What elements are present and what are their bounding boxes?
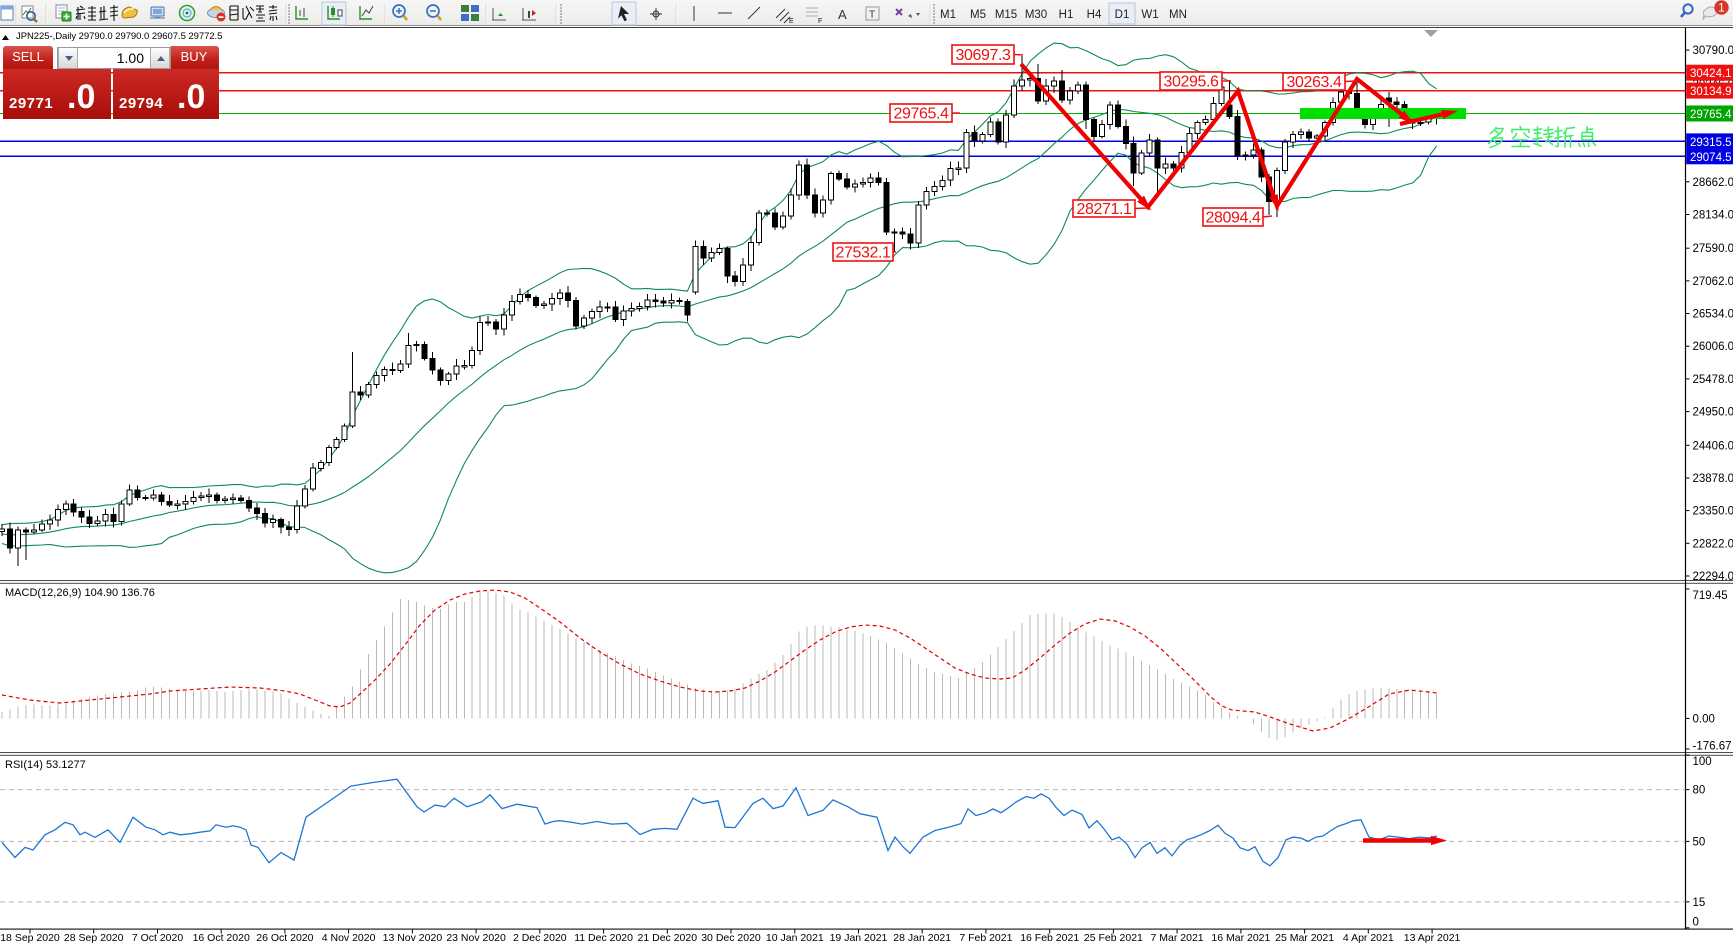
svg-text:10 Jan 2021: 10 Jan 2021 [766, 932, 824, 944]
svg-text:MN: MN [1169, 9, 1187, 21]
svg-text:26006.0: 26006.0 [1693, 341, 1733, 353]
svg-text:13 Nov 2020: 13 Nov 2020 [383, 932, 443, 944]
svg-text:719.45: 719.45 [1693, 590, 1728, 602]
svg-text:4 Apr 2021: 4 Apr 2021 [1343, 932, 1394, 944]
svg-text:4 Nov 2020: 4 Nov 2020 [322, 932, 376, 944]
svg-text:80: 80 [1693, 785, 1706, 797]
svg-text:18 Sep 2020: 18 Sep 2020 [0, 932, 60, 944]
svg-text:29765.4: 29765.4 [1690, 109, 1732, 121]
svg-text:23350.0: 23350.0 [1693, 506, 1733, 518]
svg-text:28094.4: 28094.4 [1205, 210, 1261, 227]
svg-text:27062.0: 27062.0 [1693, 276, 1733, 288]
svg-text:30263.4: 30263.4 [1286, 74, 1342, 91]
svg-text:23 Nov 2020: 23 Nov 2020 [446, 932, 506, 944]
svg-text:24950.0: 24950.0 [1693, 407, 1733, 419]
svg-text:100: 100 [1693, 756, 1712, 768]
svg-text:30295.6: 30295.6 [1163, 74, 1219, 91]
svg-text:M1: M1 [940, 9, 956, 21]
svg-text:26 Oct 2020: 26 Oct 2020 [256, 932, 313, 944]
svg-text:T: T [869, 10, 875, 21]
svg-text:A: A [838, 7, 847, 22]
svg-text:28134.0: 28134.0 [1693, 210, 1733, 222]
svg-text:25 Feb 2021: 25 Feb 2021 [1084, 932, 1143, 944]
svg-text:0.00: 0.00 [1693, 713, 1715, 725]
svg-text:0: 0 [1693, 917, 1699, 929]
svg-text:21 Dec 2020: 21 Dec 2020 [638, 932, 698, 944]
svg-text:30134.9: 30134.9 [1690, 86, 1732, 98]
svg-text:7 Mar 2021: 7 Mar 2021 [1151, 932, 1204, 944]
svg-text:28662.0: 28662.0 [1693, 177, 1733, 189]
svg-text:28 Sep 2020: 28 Sep 2020 [64, 932, 124, 944]
svg-text:W1: W1 [1141, 9, 1158, 21]
svg-text:2 Dec 2020: 2 Dec 2020 [513, 932, 567, 944]
svg-text:M30: M30 [1025, 9, 1047, 21]
svg-text:H4: H4 [1087, 9, 1102, 21]
svg-text:50: 50 [1693, 836, 1706, 848]
svg-text:22822.0: 22822.0 [1693, 538, 1733, 550]
svg-text:24406.0: 24406.0 [1693, 440, 1733, 452]
svg-text:22294.0: 22294.0 [1693, 571, 1733, 583]
svg-text:25478.0: 25478.0 [1693, 374, 1733, 386]
svg-text:16 Mar 2021: 16 Mar 2021 [1211, 932, 1270, 944]
svg-text:25 Mar 2021: 25 Mar 2021 [1275, 932, 1334, 944]
svg-text:29765.4: 29765.4 [893, 106, 949, 123]
svg-text:27590.0: 27590.0 [1693, 243, 1733, 255]
svg-text:19 Jan 2021: 19 Jan 2021 [830, 932, 888, 944]
svg-text:-176.67: -176.67 [1693, 741, 1732, 753]
svg-text:30697.3: 30697.3 [955, 47, 1011, 64]
svg-text:26534.0: 26534.0 [1693, 309, 1733, 321]
svg-text:15: 15 [1693, 897, 1706, 909]
svg-text:7 Feb 2021: 7 Feb 2021 [959, 932, 1012, 944]
svg-text:RSI(14) 53.1277: RSI(14) 53.1277 [5, 759, 86, 771]
svg-text:1: 1 [1718, 3, 1724, 15]
svg-text:16 Oct 2020: 16 Oct 2020 [193, 932, 250, 944]
svg-text:H1: H1 [1059, 9, 1074, 21]
svg-text:M15: M15 [995, 9, 1017, 21]
svg-text:23878.0: 23878.0 [1693, 473, 1733, 485]
svg-text:28 Jan 2021: 28 Jan 2021 [893, 932, 951, 944]
svg-text:28271.1: 28271.1 [1076, 201, 1132, 218]
svg-text:F: F [818, 18, 822, 25]
svg-text:30424.1: 30424.1 [1690, 68, 1732, 80]
svg-text:16 Feb 2021: 16 Feb 2021 [1020, 932, 1079, 944]
svg-text:M5: M5 [970, 9, 986, 21]
svg-text:30 Dec 2020: 30 Dec 2020 [701, 932, 761, 944]
svg-text:27532.1: 27532.1 [835, 245, 891, 262]
svg-text:13 Apr 2021: 13 Apr 2021 [1404, 932, 1461, 944]
svg-text:29074.5: 29074.5 [1690, 152, 1732, 164]
svg-text:30790.0: 30790.0 [1693, 45, 1733, 57]
svg-text:7 Oct 2020: 7 Oct 2020 [132, 932, 184, 944]
svg-text:D1: D1 [1115, 9, 1130, 21]
svg-text:MACD(12,26,9) 104.90 136.76: MACD(12,26,9) 104.90 136.76 [5, 587, 155, 599]
svg-text:29315.5: 29315.5 [1690, 137, 1732, 149]
svg-text:11 Dec 2020: 11 Dec 2020 [574, 932, 633, 944]
svg-text:E: E [789, 18, 794, 25]
